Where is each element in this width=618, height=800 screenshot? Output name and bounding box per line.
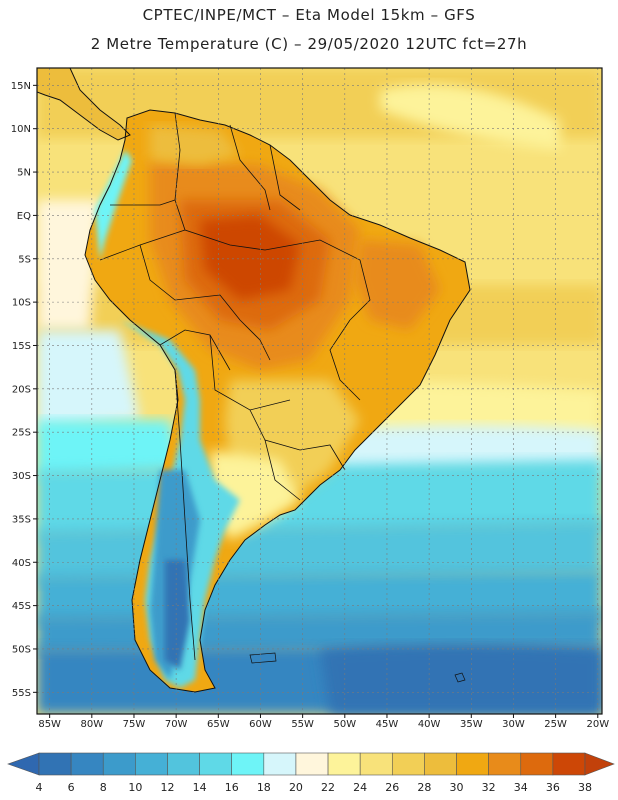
map-graticule <box>37 68 602 714</box>
colorbar-label: 34 <box>514 781 528 794</box>
temperature-colorbar: 4 6 8 10 12 14 16 18 20 22 24 26 28 30 32 34 36 38 <box>7 752 615 794</box>
colorbar-over-arrow <box>584 752 615 776</box>
colorbar-swatch <box>424 752 457 776</box>
lon-tick-label: 60W <box>249 719 272 730</box>
lat-tick-label: 5N <box>17 168 31 179</box>
colorbar-swatch <box>167 752 200 776</box>
colorbar-swatch <box>70 752 104 776</box>
map-title-line-1: CPTEC/INPE/MCT – Eta Model 15km – GFS <box>142 6 476 24</box>
colorbar-label: 6 <box>68 781 75 794</box>
lat-tick-label: 50S <box>12 644 31 655</box>
colorbar-label: 12 <box>160 781 174 794</box>
colorbar-swatch <box>520 752 554 776</box>
colorbar-label: 22 <box>321 781 335 794</box>
lat-tick-label: 15S <box>12 341 31 352</box>
colorbar-label: 8 <box>100 781 107 794</box>
lon-tick-label: 25W <box>544 719 567 730</box>
lat-tick-label: EQ <box>17 211 31 222</box>
colorbar-swatch <box>359 752 393 776</box>
colorbar-under-arrow <box>7 752 40 776</box>
colorbar-swatch <box>199 752 233 776</box>
colorbar-label: 4 <box>36 781 43 794</box>
colorbar-swatch <box>102 752 136 776</box>
lon-tick-label: 45W <box>376 719 399 730</box>
lat-tick-label: 55S <box>12 688 31 699</box>
colorbar-label: 24 <box>353 781 367 794</box>
lon-tick-label: 35W <box>460 719 483 730</box>
colorbar-label: 32 <box>482 781 496 794</box>
lat-tick-label: 45S <box>12 601 31 612</box>
lon-tick-label: 40W <box>418 719 441 730</box>
lat-tick-label: 10S <box>12 298 31 309</box>
colorbar-label: 28 <box>417 781 431 794</box>
lon-tick-label: 65W <box>207 719 230 730</box>
colorbar-swatch <box>456 752 489 776</box>
colorbar-label: 30 <box>450 781 464 794</box>
lat-tick-label: 30S <box>12 471 31 482</box>
lon-tick-label: 75W <box>123 719 146 730</box>
colorbar-label: 18 <box>257 781 271 794</box>
map-frame <box>36 67 603 715</box>
colorbar-swatch <box>391 752 425 776</box>
colorbar-label: 26 <box>385 781 399 794</box>
colorbar-swatch <box>295 752 329 776</box>
colorbar-label: 16 <box>225 781 239 794</box>
lon-tick-label: 20W <box>586 719 609 730</box>
colorbar-label: 20 <box>289 781 303 794</box>
colorbar-swatch <box>552 752 586 776</box>
longitude-axis: 85W 80W 75W 70W 65W 60W 55W 50W 45W 40W 35W 30W 25W 2… <box>38 714 609 730</box>
lat-tick-label: 40S <box>12 558 31 569</box>
colorbar-label: 36 <box>546 781 560 794</box>
colorbar-label: 10 <box>128 781 142 794</box>
lon-tick-label: 70W <box>165 719 188 730</box>
colorbar-swatch <box>135 752 168 776</box>
latitude-axis: 15N 10N 5N EQ 5S 10S 15S 20S 25S 30S 35S 40S 45S 50S 5… <box>11 81 37 699</box>
lon-tick-label: 30W <box>502 719 525 730</box>
colorbar-swatch <box>38 752 72 776</box>
lat-tick-label: 35S <box>12 514 31 525</box>
colorbar-label: 14 <box>193 781 207 794</box>
colorbar-swatch <box>231 752 265 776</box>
lat-tick-label: 5S <box>18 254 31 265</box>
temperature-map: 15N 10N 5N EQ 5S 10S 15S 20S 25S 30S 35S 40S 45S 50S 5… <box>11 67 609 730</box>
colorbar-swatch <box>488 752 522 776</box>
temperature-field <box>37 68 602 714</box>
lon-tick-label: 50W <box>333 719 356 730</box>
lon-tick-label: 85W <box>38 719 61 730</box>
colorbar-swatch <box>263 752 297 776</box>
lat-tick-label: 15N <box>11 81 31 92</box>
colorbar-label: 38 <box>578 781 592 794</box>
lat-tick-label: 25S <box>12 428 31 439</box>
lat-tick-label: 10N <box>11 124 31 135</box>
lon-tick-label: 55W <box>291 719 314 730</box>
colorbar-swatch <box>327 752 361 776</box>
lon-tick-label: 80W <box>81 719 104 730</box>
map-title-line-2: 2 Metre Temperature (C) – 29/05/2020 12U… <box>90 35 528 53</box>
lat-tick-label: 20S <box>12 384 31 395</box>
